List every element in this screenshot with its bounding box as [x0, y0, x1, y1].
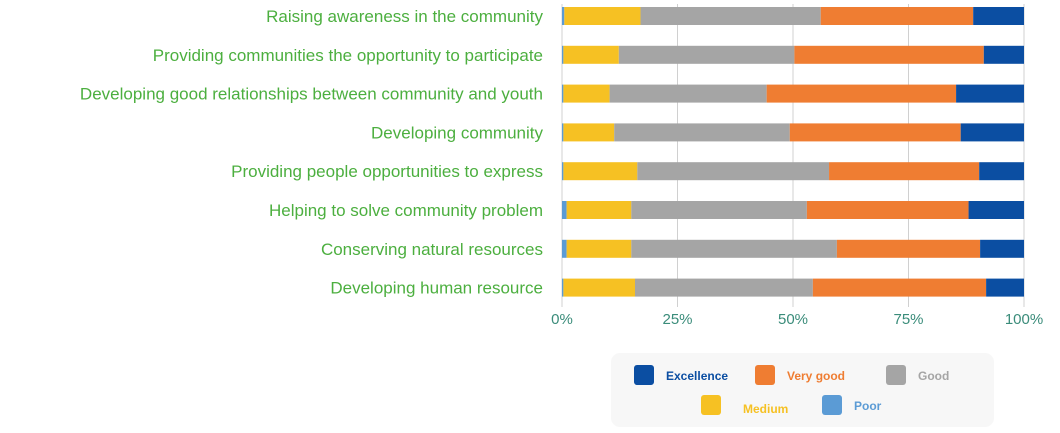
legend-swatch-medium: [701, 395, 721, 415]
x-tick-label-4: 100%: [1005, 311, 1043, 328]
bar-segment-medium-1: [563, 45, 619, 64]
category-label-5: Helping to solve community problem: [269, 201, 543, 220]
legend-label-medium: Medium: [743, 402, 788, 416]
bar-segment-excellence-5: [968, 201, 1024, 219]
bar-segment-very-good-6: [836, 239, 981, 258]
bar-segment-very-good-5: [806, 201, 969, 219]
bar-segment-poor-6: [562, 239, 567, 258]
bar-segment-medium-5: [566, 201, 632, 219]
category-label-7: Developing human resource: [330, 279, 543, 298]
bar-segment-good-4: [637, 162, 830, 181]
bar-segment-very-good-2: [766, 84, 957, 103]
bar-segment-good-1: [618, 45, 795, 64]
legend-label-very-good: Very good: [787, 369, 845, 383]
bar-segment-poor-5: [562, 201, 567, 219]
bar-segment-medium-0: [564, 7, 641, 25]
bar-segment-good-5: [631, 201, 807, 219]
x-axis-ticks: 0% 25% 50% 75% 100%: [551, 311, 1043, 328]
legend-swatch-very-good: [755, 365, 775, 385]
bar-segment-excellence-0: [973, 7, 1024, 25]
x-tick-label-0: 0%: [551, 311, 573, 328]
bar-segment-poor-0: [562, 7, 565, 25]
legend-swatch-excellence: [634, 365, 654, 385]
legend-swatch-poor: [822, 395, 842, 415]
bar-segment-excellence-2: [956, 84, 1024, 103]
legend: Excellence Very good Good Medium Poor: [611, 353, 994, 427]
bar-segment-excellence-3: [960, 123, 1024, 142]
legend-box: [611, 353, 994, 427]
x-tick-label-1: 25%: [662, 311, 692, 328]
bar-segment-poor-7: [562, 278, 564, 297]
bar-segment-very-good-1: [794, 45, 984, 64]
bar-segment-very-good-3: [789, 123, 961, 142]
legend-label-excellence: Excellence: [666, 369, 728, 383]
category-label-0: Raising awareness in the community: [266, 7, 543, 26]
category-label-4: Providing people opportunities to expres…: [231, 162, 543, 181]
bar-segment-poor-1: [562, 45, 564, 64]
legend-label-good: Good: [918, 369, 949, 383]
bars: [562, 7, 1024, 297]
bar-segment-good-3: [614, 123, 790, 142]
bar-segment-good-7: [634, 278, 813, 297]
bar-segment-medium-4: [563, 162, 638, 181]
bar-segment-good-0: [640, 7, 821, 25]
bar-segment-medium-2: [563, 84, 610, 103]
category-label-1: Providing communities the opportunity to…: [153, 46, 543, 65]
legend-swatch-good: [886, 365, 906, 385]
bar-segment-excellence-4: [979, 162, 1024, 181]
bar-segment-poor-4: [562, 162, 564, 181]
bar-segment-very-good-7: [812, 278, 987, 297]
bar-segment-very-good-0: [820, 7, 974, 25]
bar-segment-good-2: [609, 84, 767, 103]
category-label-6: Conserving natural resources: [321, 240, 543, 259]
category-label-2: Developing good relationships between co…: [80, 85, 543, 104]
x-tick-label-3: 75%: [893, 311, 923, 328]
bar-segment-poor-3: [562, 123, 564, 142]
bar-segment-medium-6: [566, 239, 632, 258]
category-label-3: Developing community: [371, 123, 543, 142]
bar-segment-good-6: [631, 239, 837, 258]
x-tick-label-2: 50%: [778, 311, 808, 328]
bar-segment-very-good-4: [829, 162, 980, 181]
bar-segment-excellence-6: [980, 239, 1024, 258]
category-labels: Raising awareness in the community Provid…: [80, 7, 544, 298]
legend-label-poor: Poor: [854, 399, 882, 413]
bar-segment-medium-7: [563, 278, 635, 297]
bar-segment-medium-3: [563, 123, 615, 142]
bar-segment-poor-2: [562, 84, 564, 103]
bar-segment-excellence-7: [986, 278, 1024, 297]
bar-segment-excellence-1: [983, 45, 1024, 64]
